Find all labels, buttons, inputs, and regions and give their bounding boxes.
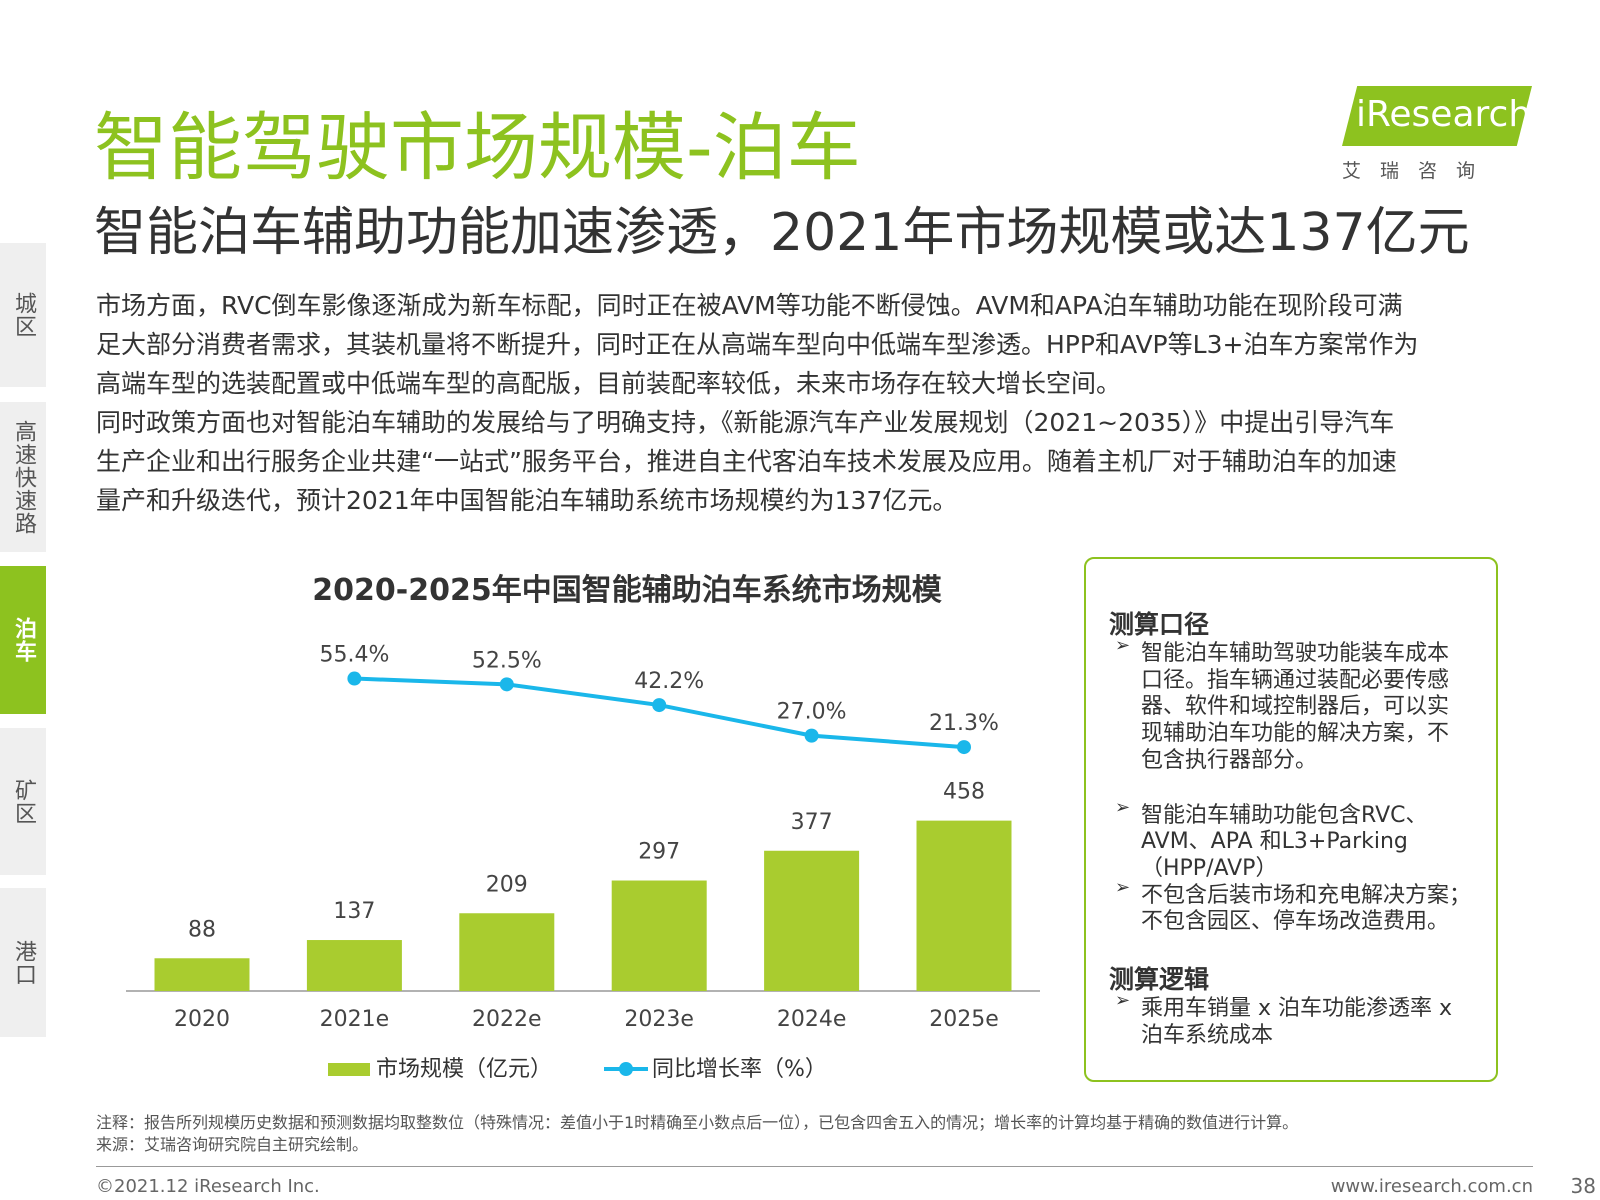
box-line: 不包含园区、停车场改造费用。 <box>1141 909 1450 935</box>
tab-label: 泊车 <box>11 617 36 663</box>
subtitle: 智能泊车辅助功能加速渗透，2021年市场规模或达137亿元 <box>94 203 1470 263</box>
bar-label: 458 <box>943 780 985 805</box>
body-line: 高端车型的选装配置或中低端车型的高配版，目前装配率较低，未来市场存在较大增长空间… <box>96 369 1122 398</box>
bar <box>916 820 1012 991</box>
line-label: 21.3% <box>929 711 999 736</box>
body-line: 足大部分消费者需求，其装机量将不断提升，同时正在从高端车型向中低端车型渗透。HP… <box>96 330 1419 359</box>
logo: iResearch <box>1356 94 1532 135</box>
box-line: 口径。指车辆通过装配必要传感 <box>1141 667 1450 693</box>
tab-label: 港口 <box>11 939 36 986</box>
bar <box>459 913 555 991</box>
body-line: 量产和升级迭代，预计2021年中国智能泊车辅助系统市场规模约为137亿元。 <box>96 486 958 515</box>
body-line: 市场方面，RVC倒车影像逐渐成为新车标配，同时正在被AVM等功能不断侵蚀。AVM… <box>96 291 1403 320</box>
bar-label: 209 <box>486 872 528 897</box>
tab-label: 城区 <box>11 292 36 338</box>
logo-bg <box>1342 86 1532 146</box>
logo-sub: 艾 瑞 咨 询 <box>1342 160 1476 182</box>
side-tab: 城区 <box>0 243 46 387</box>
side-tab: 高速快速路 <box>0 402 46 552</box>
line-point <box>347 671 362 686</box>
bar-label: 137 <box>333 899 375 924</box>
box-line: 器、软件和域控制器后，可以实 <box>1141 694 1450 720</box>
website: www.iresearch.com.cn <box>1330 1176 1533 1197</box>
chart-title: 2020-2025年中国智能辅助泊车系统市场规模 <box>312 573 942 608</box>
x-tick-label: 2023e <box>624 1007 694 1032</box>
page-number: 38 <box>1570 1174 1596 1198</box>
legend-label: 市场规模（亿元） <box>376 1057 552 1082</box>
source: 来源：艾瑞咨询研究院自主研究绘制。 <box>96 1135 369 1154</box>
body-line: 同时政策方面也对智能泊车辅助的发展给与了明确支持，《新能源汽车产业发展规划（20… <box>96 408 1395 437</box>
legend-swatch <box>328 1063 370 1076</box>
title: 智能驾驶市场规模-泊车 <box>94 105 861 191</box>
note: 注释：报告所列规模历史数据和预测数据均取整数位（特殊情况：差值小于1时精确至小数… <box>96 1113 1299 1132</box>
box-line: 现辅助泊车功能的解决方案，不 <box>1141 721 1450 747</box>
line-label: 55.4% <box>319 643 389 668</box>
box-line: AVM、APA 和L3+Parking <box>1141 829 1408 855</box>
line-point <box>499 677 514 692</box>
bar <box>611 880 707 991</box>
body-line: 生产企业和出行服务企业共建“一站式”服务平台，推进自主代客泊车技术发展及应用。随… <box>96 447 1397 476</box>
bar-label: 88 <box>188 917 216 942</box>
x-tick-label: 2021e <box>320 1007 390 1032</box>
bar-label: 297 <box>638 840 680 865</box>
side-tab: 矿区 <box>0 728 46 875</box>
box-line: 智能泊车辅助驾驶功能装车成本 <box>1115 635 1449 667</box>
x-tick-label: 2025e <box>929 1007 999 1032</box>
x-tick-label: 2024e <box>777 1007 847 1032</box>
box-line: 泊车系统成本 <box>1141 1022 1274 1048</box>
box-line: 不包含后装市场和充电解决方案； <box>1115 877 1471 909</box>
tab-label: 高速快速路 <box>11 419 36 535</box>
side-tab: 泊车 <box>0 566 46 714</box>
legend-swatch <box>619 1062 633 1076</box>
copyright: ©2021.12 iResearch Inc. <box>96 1176 320 1197</box>
line-point <box>957 740 971 755</box>
line-label: 52.5% <box>472 648 542 673</box>
side-tab: 港口 <box>0 888 46 1037</box>
bar <box>306 940 402 991</box>
tab-label: 矿区 <box>11 778 36 825</box>
x-tick-label: 2020 <box>174 1007 230 1032</box>
line-label: 27.0% <box>777 700 847 725</box>
line-label: 42.2% <box>634 669 704 694</box>
bar-label: 377 <box>791 810 833 835</box>
box-line: 智能泊车辅助功能包含RVC、 <box>1115 797 1427 829</box>
bar <box>154 958 250 991</box>
footer-line <box>96 1166 1533 1167</box>
box-line: 包含执行器部分。 <box>1141 747 1318 773</box>
box-line: 乘用车销量 x 泊车功能渗透率 x <box>1115 990 1452 1022</box>
line-point <box>804 728 819 743</box>
x-tick-label: 2022e <box>472 1007 542 1032</box>
method-box <box>1084 557 1498 1082</box>
line-point <box>652 698 667 713</box>
legend-label: 同比增长率（%） <box>652 1057 827 1082</box>
bar <box>764 850 860 991</box>
